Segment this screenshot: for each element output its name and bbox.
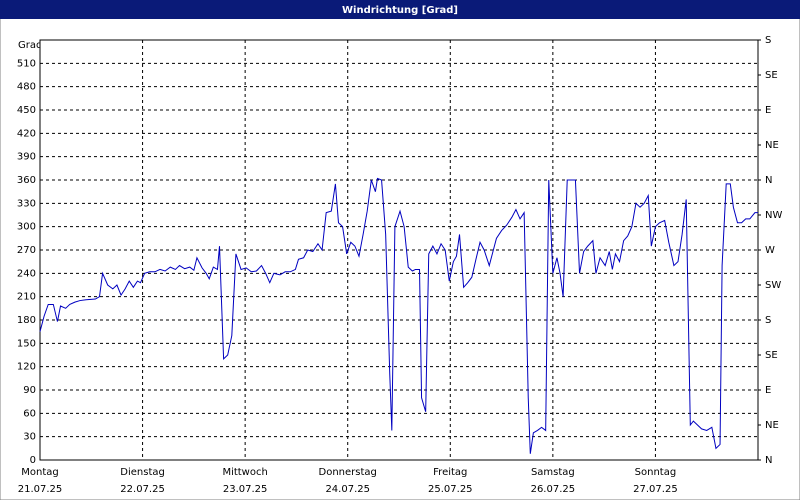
y-tick-label: 30 <box>23 432 36 443</box>
y-tick-label: 420 <box>17 128 36 139</box>
y2-tick-label: SW <box>765 280 781 291</box>
y-tick-label: 300 <box>17 222 36 233</box>
x-tick-label: Freitag <box>433 467 467 478</box>
y-tick-label: 510 <box>17 58 36 69</box>
y2-tick-label: N <box>765 175 772 186</box>
y2-tick-label: SE <box>765 350 778 361</box>
chart-title: Windrichtung [Grad] <box>342 5 458 16</box>
x-tick-date: 24.07.25 <box>325 484 370 495</box>
x-tick-label: Sonntag <box>635 467 677 478</box>
y2-tick-label: NW <box>765 210 782 221</box>
x-tick-date: 25.07.25 <box>428 484 473 495</box>
x-tick-label: Samstag <box>531 467 575 478</box>
y-tick-label: 270 <box>17 245 36 256</box>
x-tick-label: Donnerstag <box>319 467 377 478</box>
x-tick-date: 21.07.25 <box>18 484 63 495</box>
y-tick-label: 120 <box>17 362 36 373</box>
y-tick-label: 450 <box>17 105 36 116</box>
y2-tick-label: NE <box>765 140 779 151</box>
y-axis-label: Grad <box>18 40 42 51</box>
y2-tick-label: E <box>765 385 771 396</box>
y2-tick-label: NE <box>765 420 779 431</box>
x-tick-label: Mittwoch <box>222 467 267 478</box>
y2-tick-label: N <box>765 455 772 466</box>
y-tick-label: 480 <box>17 82 36 93</box>
plot-area <box>39 39 759 461</box>
y-tick-label: 390 <box>17 152 36 163</box>
title-bar <box>0 0 800 19</box>
y-tick-label: 210 <box>17 292 36 303</box>
x-tick-date: 22.07.25 <box>120 484 165 495</box>
y-tick-label: 150 <box>17 338 36 349</box>
y-tick-label: 360 <box>17 175 36 186</box>
x-tick-date: 26.07.25 <box>531 484 576 495</box>
y-tick-label: 0 <box>30 455 36 466</box>
y2-tick-label: S <box>765 35 771 46</box>
x-tick-label: Dienstag <box>120 467 165 478</box>
y-tick-label: 240 <box>17 268 36 279</box>
y-tick-label: 90 <box>23 385 36 396</box>
y2-tick-label: E <box>765 105 771 116</box>
y-tick-label: 60 <box>23 408 36 419</box>
x-tick-date: 23.07.25 <box>223 484 268 495</box>
y2-tick-label: SE <box>765 70 778 81</box>
y2-tick-label: S <box>765 315 771 326</box>
data-line <box>39 177 758 454</box>
y-tick-label: 180 <box>17 315 36 326</box>
x-tick-date: 27.07.25 <box>633 484 678 495</box>
y2-tick-label: W <box>765 245 775 256</box>
y-tick-label: 330 <box>17 198 36 209</box>
x-tick-label: Montag <box>21 467 58 478</box>
